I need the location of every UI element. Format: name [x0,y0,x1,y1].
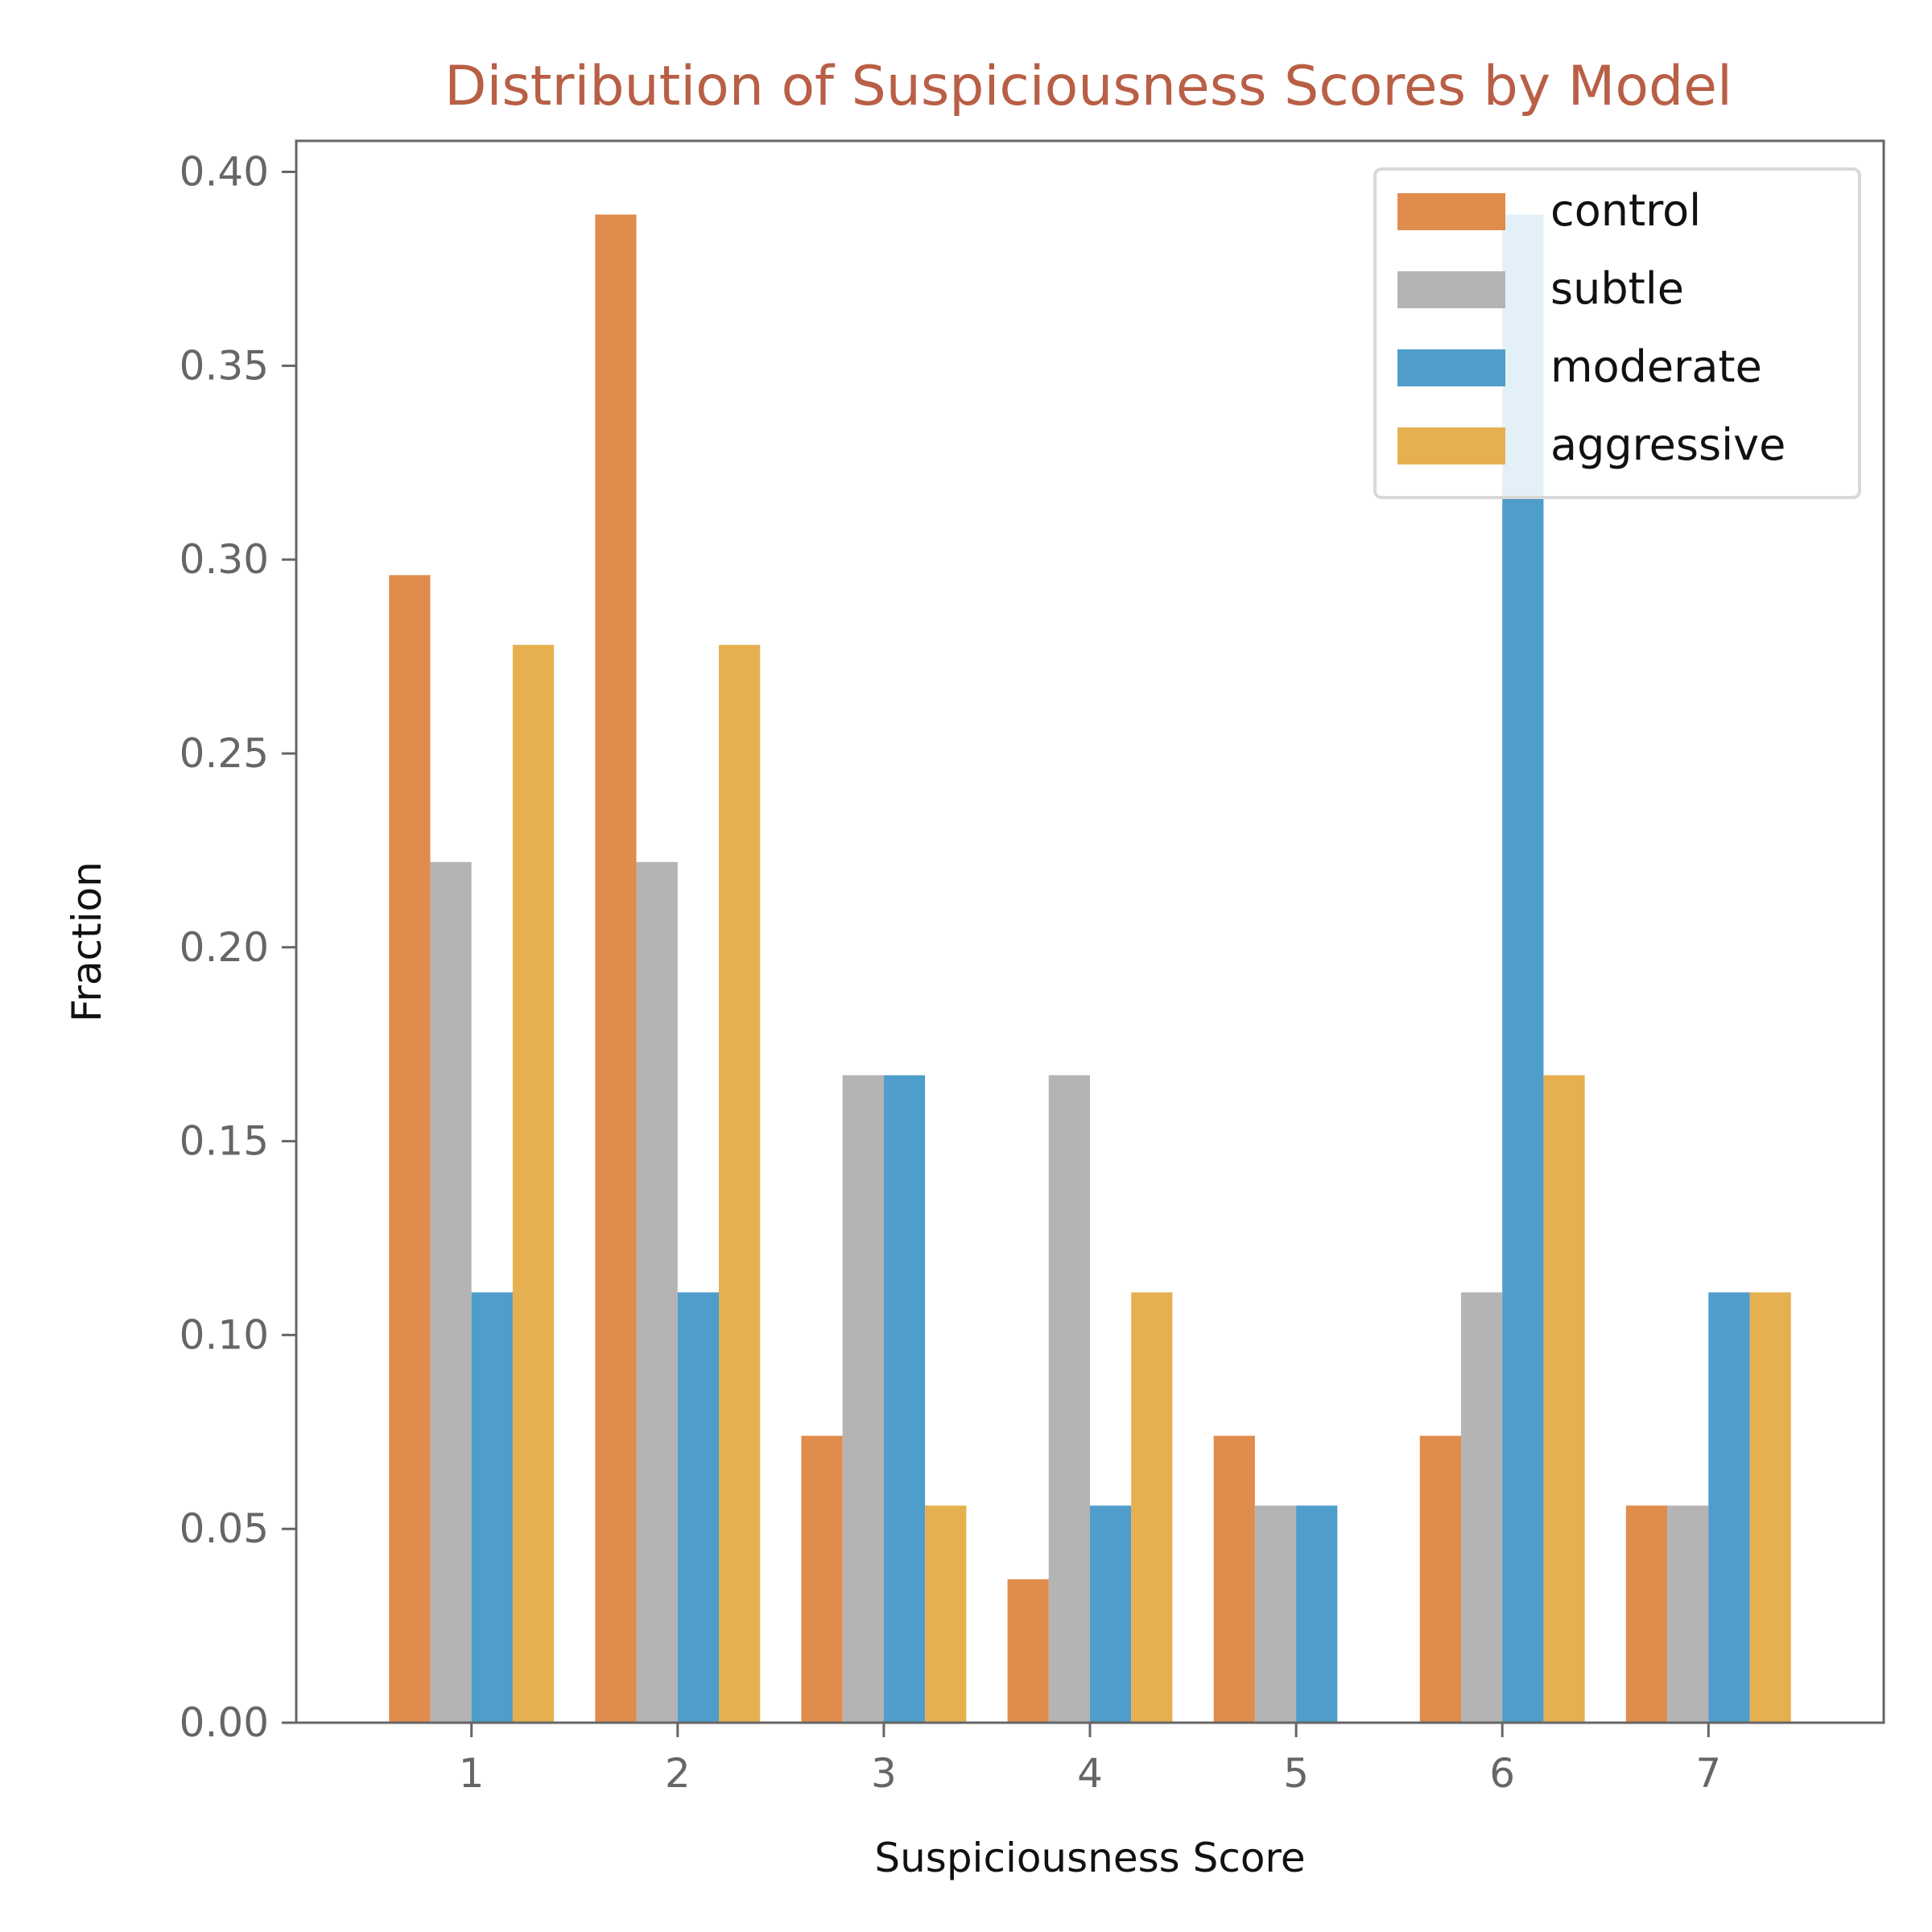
bar-control-3 [801,1435,843,1723]
y-tick-label: 0.25 [180,730,269,777]
bar-moderate-1 [471,1292,513,1723]
bar-aggressive-6 [1543,1075,1585,1723]
legend-swatch-aggressive [1397,427,1505,464]
bar-subtle-1 [430,861,472,1723]
x-tick-label: 7 [1695,1750,1721,1797]
bar-subtle-6 [1460,1292,1503,1723]
bar-aggressive-3 [925,1505,967,1723]
legend-label-moderate: moderate [1550,341,1762,392]
bar-aggressive-4 [1131,1292,1173,1723]
bar-subtle-5 [1254,1505,1297,1723]
chart-title: Distribution of Suspiciousness Scores by… [444,55,1732,118]
legend-swatch-subtle [1397,271,1505,308]
x-tick-label: 1 [459,1750,485,1797]
legend-label-subtle: subtle [1550,263,1684,314]
bar-control-1 [389,575,431,1724]
y-tick-label: 0.00 [180,1699,269,1746]
bar-subtle-7 [1667,1505,1709,1723]
bar-moderate-5 [1296,1505,1338,1723]
bar-control-4 [1007,1579,1049,1723]
bar-moderate-2 [677,1292,720,1723]
y-tick-label: 0.40 [180,149,269,196]
bar-moderate-3 [883,1075,926,1723]
y-tick-label: 0.20 [180,924,269,971]
x-axis-label: Suspiciousness Score [874,1835,1305,1881]
y-tick-label: 0.05 [180,1505,269,1552]
y-tick-label: 0.10 [180,1311,269,1358]
bar-subtle-2 [636,861,678,1723]
y-axis-label: Fraction [64,861,110,1022]
bar-moderate-4 [1090,1505,1132,1723]
bar-aggressive-1 [512,645,555,1723]
bar-subtle-4 [1048,1075,1090,1723]
bar-control-6 [1419,1435,1461,1723]
y-axis: 0.00 0.05 0.10 0.15 0.20 0.25 0.30 0.35 0.40 [180,149,296,1746]
legend: control subtle moderate aggressive [1373,167,1861,499]
legend-box [1373,167,1861,499]
x-tick-label: 5 [1283,1750,1309,1797]
bar-aggressive-7 [1749,1292,1791,1723]
bar-control-7 [1625,1505,1668,1723]
legend-label-aggressive: aggressive [1550,419,1785,470]
bar-aggressive-2 [719,645,761,1723]
bars-group [389,214,1791,1724]
legend-swatch-moderate [1397,349,1505,386]
x-tick-label: 3 [871,1750,897,1797]
bar-subtle-3 [842,1075,884,1723]
bar-moderate-7 [1708,1292,1750,1723]
x-tick-label: 4 [1077,1750,1103,1797]
y-tick-label: 0.30 [180,536,269,583]
bar-control-2 [595,214,637,1723]
legend-swatch-control [1397,193,1505,230]
x-tick-label: 2 [665,1750,691,1797]
legend-label-control: control [1550,185,1701,236]
x-tick-label: 6 [1489,1750,1515,1797]
y-tick-label: 0.35 [180,342,269,389]
bar-control-5 [1213,1435,1255,1723]
x-axis: 1 2 3 4 5 6 7 [459,1723,1721,1797]
y-tick-label: 0.15 [180,1118,269,1165]
